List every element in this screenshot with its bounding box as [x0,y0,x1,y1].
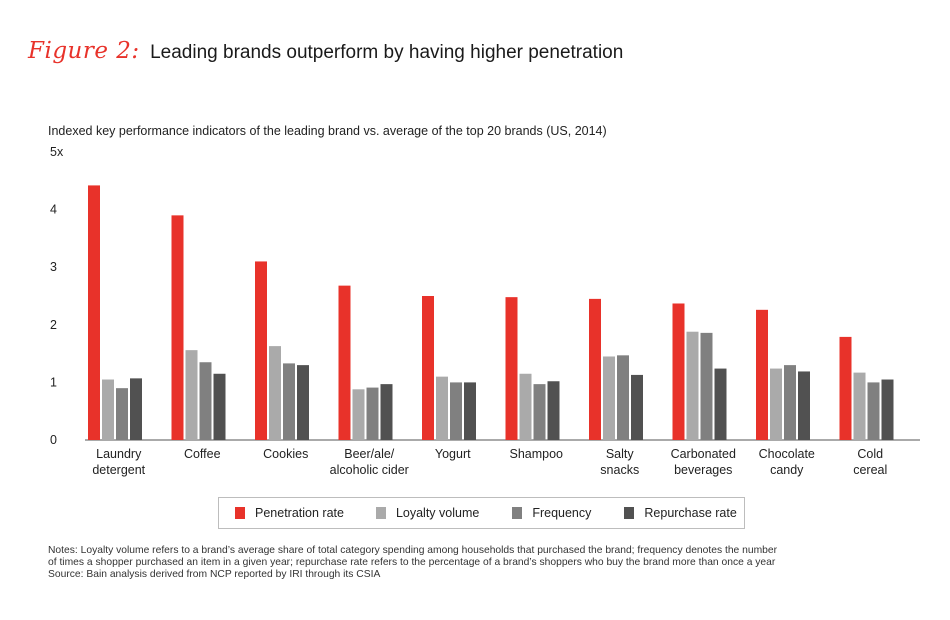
y-tick-label: 0 [50,433,57,447]
bar-loyalty-volume [770,368,782,440]
x-tick-label: Salty [606,447,635,461]
figure-heading: Leading brands outperform by having high… [150,42,624,63]
bar-loyalty-volume [686,331,699,440]
bar-frequency [283,363,295,440]
bar-loyalty-volume [102,379,114,440]
bar-frequency [784,365,796,440]
bar-penetration-rate [255,261,267,440]
x-tick-label: detergent [92,463,145,477]
x-tick-label: snacks [600,463,639,477]
bar-loyalty-volume [352,389,365,440]
figure-title: Figure 2: Leading brands outperform by h… [28,38,623,64]
bar-frequency [533,384,546,440]
y-tick-label: 3 [50,260,57,274]
bar-repurchase-rate [213,373,226,440]
y-tick-label: 1 [50,375,57,389]
legend-label: Repurchase rate [644,506,737,520]
bar-repurchase-rate [464,382,476,440]
legend-label: Frequency [532,506,592,520]
x-tick-label: beverages [674,463,732,477]
bar-loyalty-volume [603,356,615,440]
notes-line-1: Notes: Loyalty volume refers to a brand’… [48,545,778,556]
legend-label: Loyalty volume [395,506,480,520]
legend-item: Loyalty volume [375,506,480,520]
bar-loyalty-volume [519,373,532,440]
bar-repurchase-rate [631,374,643,440]
bar-repurchase-rate [714,368,727,440]
bar-penetration-rate [422,296,434,440]
legend-label: Penetration rate [255,506,344,520]
bar-repurchase-rate [297,365,309,440]
bar-frequency [700,332,713,440]
legend-swatch [375,507,386,519]
bar-penetration-rate [756,309,768,440]
notes-line-2: of times a shopper purchased an item in … [48,557,776,568]
chart-notes: Notes: Loyalty volume refers to a brand’… [48,545,928,581]
bar-loyalty-volume [269,346,281,440]
bar-penetration-rate [839,336,852,440]
bar-loyalty-volume [853,372,866,440]
bar-frequency [366,387,379,440]
bar-penetration-rate [589,298,601,440]
bar-penetration-rate [505,297,518,440]
bar-chart: 0 1 2 3 4 5x Laundry detergent Coffee Cookies Beer… [50,145,920,477]
bar-frequency [617,355,629,440]
x-tick-label: Beer/ale/ [344,447,395,461]
x-tick-label: Cookies [263,447,308,461]
bar-frequency [450,382,462,440]
bar-repurchase-rate [130,378,142,440]
legend-item: Frequency [512,506,591,520]
x-tick-label: Coffee [184,447,221,461]
bar-penetration-rate [88,185,100,440]
chart-legend: Penetration rate Loyalty volume Frequency R… [218,497,745,529]
bar-repurchase-rate [547,381,560,440]
bar-frequency [116,388,128,440]
bar-penetration-rate [171,215,184,440]
x-tick-label: cereal [853,463,887,477]
y-tick-label: 2 [50,318,57,332]
bar-frequency [867,382,880,440]
legend-item: Penetration rate [235,506,344,520]
figure-label: Figure 2: [28,38,140,64]
x-tick-label: Shampoo [509,447,563,461]
bar-repurchase-rate [881,379,894,440]
legend-swatch [512,507,523,519]
bar-repurchase-rate [380,384,393,440]
x-tick-label: Yogurt [435,447,471,461]
bar-penetration-rate [672,303,685,440]
legend-item: Repurchase rate [624,506,737,520]
bar-loyalty-volume [436,376,448,440]
chart-title: Indexed key performance indicators of th… [48,124,607,138]
bar-repurchase-rate [798,371,810,440]
bar-frequency [199,362,212,440]
x-tick-label: Carbonated [671,447,736,461]
x-tick-label: Cold [857,447,883,461]
x-tick-label: alcoholic cider [330,463,409,477]
x-tick-label: Laundry [96,447,142,461]
y-tick-label: 5x [50,145,64,159]
x-tick-label: Chocolate [759,447,815,461]
legend-swatch [235,507,245,519]
x-tick-label: candy [770,463,804,477]
legend-swatch [624,507,635,519]
bar-penetration-rate [338,285,351,440]
source-line: Source: Bain analysis derived from NCP r… [48,569,381,580]
y-tick-label: 4 [50,203,57,217]
bar-loyalty-volume [185,350,198,440]
